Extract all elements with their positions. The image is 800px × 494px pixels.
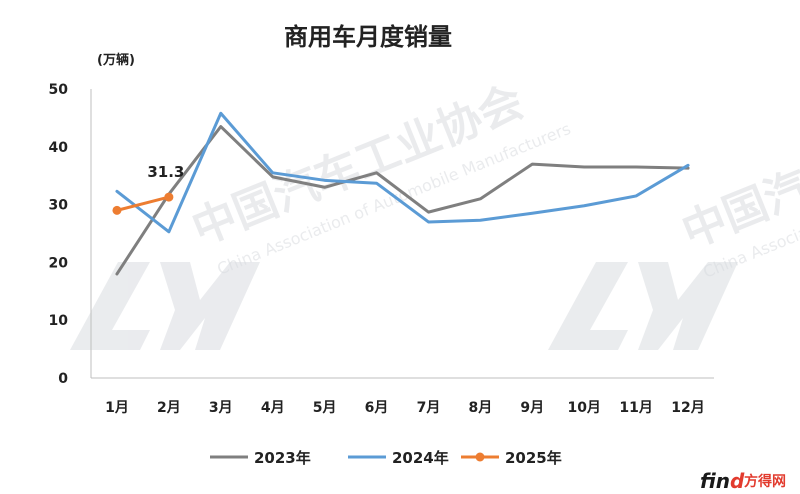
- x-tick-label: 9月: [520, 400, 544, 416]
- x-tick-label: 7月: [417, 400, 441, 416]
- x-tick-label: 4月: [261, 400, 285, 416]
- series-line-2025年: [115, 195, 171, 212]
- legend-label: 2023年: [254, 449, 311, 467]
- chart-title: 商用车月度销量: [284, 23, 452, 51]
- x-tick-label: 1月: [105, 400, 129, 416]
- annotation-layer: 31.3: [147, 163, 184, 181]
- x-tick-label: 2月: [157, 400, 181, 416]
- footer-logo-d: d: [730, 469, 745, 493]
- data-label: 31.3: [147, 163, 184, 181]
- series-line-2024年: [115, 111, 690, 234]
- footer-logo: find 方得网: [700, 469, 786, 493]
- watermark-logo-left: [70, 262, 260, 350]
- y-axis-ticks: 0 10 20 30 40 50: [49, 82, 69, 387]
- footer-logo-fin: fin: [700, 469, 730, 493]
- x-tick-label: 11月: [619, 400, 652, 416]
- y-axis-unit-label: (万辆): [97, 52, 135, 68]
- series-point-2025年: [164, 192, 174, 202]
- x-tick-label: 5月: [313, 400, 337, 416]
- y-tick-label: 40: [49, 140, 69, 156]
- x-axis-ticks: 1月 2月 3月 4月 5月 6月 7月 8月 9月 10月 11月 12月: [105, 400, 705, 416]
- x-tick-label: 12月: [671, 400, 704, 416]
- y-tick-label: 30: [49, 198, 69, 214]
- x-tick-label: 10月: [567, 400, 600, 416]
- y-tick-label: 20: [49, 255, 69, 271]
- legend-label: 2024年: [392, 449, 449, 467]
- legend-label: 2025年: [505, 449, 562, 467]
- series-point-2025年: [112, 205, 122, 215]
- series-layer: [112, 111, 690, 276]
- svg-text:find: find: [700, 469, 745, 493]
- legend: 2023年 2024年 2025年: [210, 449, 562, 467]
- legend-marker: [475, 452, 485, 462]
- y-tick-label: 0: [58, 371, 68, 387]
- y-tick-label: 50: [49, 82, 69, 98]
- x-tick-label: 6月: [365, 400, 389, 416]
- x-tick-label: 8月: [469, 400, 493, 416]
- series-line-2023年: [115, 125, 690, 276]
- watermark-logo-right: [548, 262, 738, 350]
- x-tick-label: 3月: [209, 400, 233, 416]
- watermark: 中国汽车工业协会 China Association of Automobile…: [70, 76, 800, 350]
- footer-logo-cn: 方得网: [744, 473, 786, 490]
- y-tick-label: 10: [49, 313, 69, 329]
